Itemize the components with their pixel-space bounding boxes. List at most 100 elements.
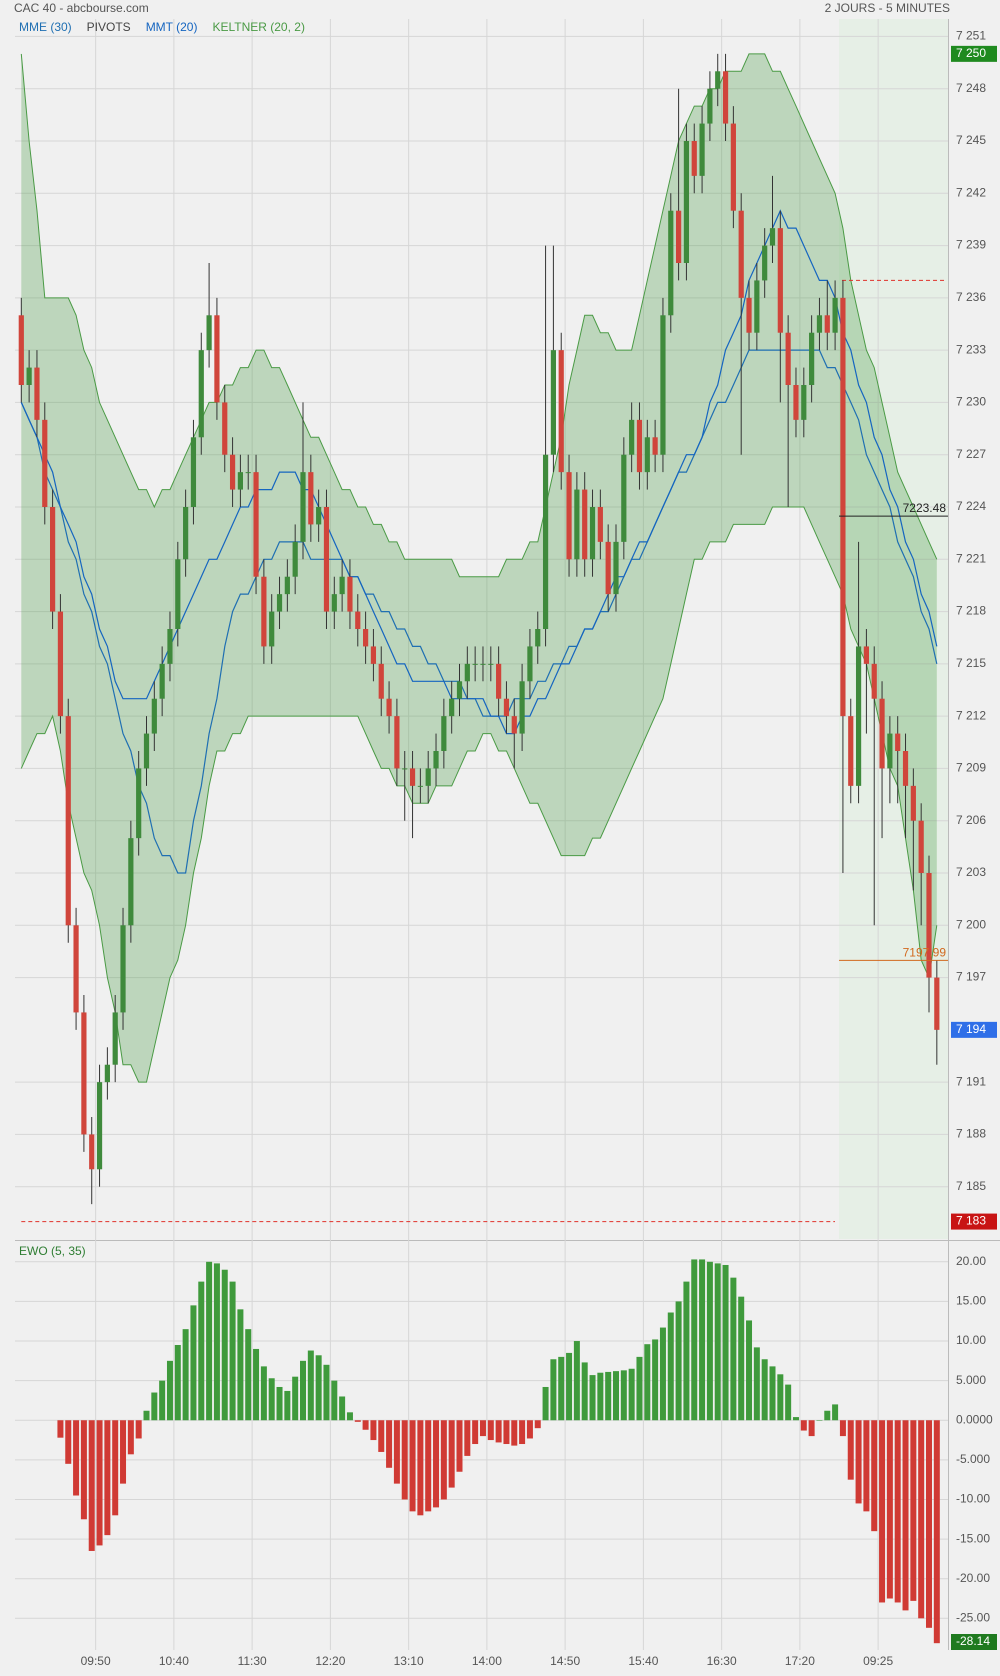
y-tick-label: 7 188	[956, 1127, 986, 1141]
x-tick-label: 12:20	[315, 1654, 345, 1668]
ewo-bar	[88, 1420, 95, 1551]
candle-body	[722, 71, 729, 124]
candle-body	[574, 489, 580, 560]
y-tick-label: 7 200	[956, 917, 986, 931]
candle-body	[456, 681, 463, 699]
chart-title: CAC 40 - abcbourse.com	[14, 1, 149, 15]
ewo-bar	[871, 1420, 878, 1532]
candle-body	[550, 350, 556, 455]
moving-average-line	[20, 209, 938, 735]
candle-body	[323, 507, 330, 612]
keltner-upper	[20, 53, 938, 578]
candle-body	[895, 733, 901, 751]
ewo-bar	[918, 1420, 925, 1619]
ewo-bar	[425, 1420, 432, 1512]
candle-body	[636, 419, 643, 473]
ewo-bar	[659, 1327, 666, 1421]
ewo-bar	[581, 1362, 588, 1421]
ewo-bar	[229, 1281, 236, 1421]
ewo-bar	[550, 1359, 557, 1421]
ewo-bar	[472, 1420, 479, 1445]
candle-body	[190, 437, 197, 507]
ewo-bar	[706, 1261, 713, 1421]
candle-body	[363, 629, 369, 647]
y-tick-label: 15.00	[956, 1294, 986, 1308]
candle-body	[143, 733, 150, 769]
candle-body	[652, 437, 658, 455]
ewo-bar	[573, 1341, 580, 1421]
ewo-bar	[120, 1420, 127, 1484]
y-tick-label: 7 248	[956, 81, 986, 95]
price-marker	[951, 1213, 997, 1230]
x-tick-label: 17:20	[785, 1654, 815, 1668]
candle-body	[347, 576, 353, 612]
candle-body	[237, 472, 243, 490]
candle-body	[793, 385, 799, 420]
candle-body	[300, 472, 306, 542]
candle-body	[542, 454, 549, 629]
ewo-bar	[260, 1366, 267, 1421]
ewo-bar	[863, 1420, 870, 1512]
candle-body	[284, 576, 290, 595]
ewo-bar	[699, 1259, 706, 1421]
price-marker	[951, 45, 997, 62]
ewo-bar	[135, 1420, 142, 1439]
ewo-bar	[566, 1352, 573, 1421]
ewo-bar	[519, 1420, 526, 1445]
ewo-bar	[206, 1261, 213, 1421]
ewo-bar	[127, 1420, 134, 1455]
ewo-bar	[112, 1420, 119, 1516]
candle-body	[910, 785, 916, 821]
ewo-bar	[558, 1356, 565, 1421]
ewo-bar	[65, 1420, 72, 1464]
ewo-bar	[386, 1420, 393, 1468]
x-tick-label: 14:00	[472, 1654, 502, 1668]
candle-body	[503, 698, 510, 717]
y-tick-label: 7 242	[956, 185, 986, 199]
ewo-bar	[456, 1420, 463, 1472]
ewo-bar	[683, 1281, 690, 1421]
candle-body	[417, 785, 423, 787]
candle-body	[136, 768, 142, 839]
candle-body	[840, 297, 846, 717]
candle-body	[81, 1012, 87, 1135]
candle-body	[73, 925, 79, 1013]
candle-body	[222, 402, 228, 455]
candle-body	[832, 297, 838, 333]
ewo-bar	[245, 1329, 252, 1421]
candle-body	[519, 681, 525, 734]
candle-body	[621, 454, 627, 542]
price-level-label: 7197.99	[903, 945, 947, 959]
session-shade	[839, 19, 948, 1239]
candle-body	[769, 228, 776, 246]
candle-body	[402, 768, 408, 770]
ewo-bar	[440, 1420, 447, 1500]
candle-body	[331, 594, 337, 612]
candle-body	[316, 507, 322, 525]
keltner-lower	[20, 506, 938, 1083]
ewo-bar	[433, 1420, 440, 1508]
ewo-bar	[730, 1277, 737, 1421]
candle-body	[261, 576, 267, 647]
y-tick-label: 7 209	[956, 761, 986, 775]
candle-body	[809, 332, 815, 385]
candle-body	[707, 88, 713, 124]
ewo-bar	[746, 1320, 753, 1421]
ewo-bar	[237, 1309, 244, 1421]
candle-body	[441, 716, 447, 751]
x-tick-label: 11:30	[238, 1654, 267, 1668]
candle-body	[175, 559, 181, 629]
candle-body	[480, 663, 486, 665]
ewo-bar	[808, 1420, 815, 1437]
candle-body	[589, 507, 596, 560]
ewo-bar	[221, 1269, 228, 1421]
candle-body	[855, 646, 862, 786]
ewo-bar	[73, 1420, 80, 1496]
candle-body	[308, 472, 314, 525]
ewo-bar	[667, 1312, 674, 1421]
ewo-bar	[166, 1360, 173, 1421]
ewo-bar	[57, 1420, 64, 1438]
candle-body	[511, 716, 517, 734]
candle-body	[425, 768, 431, 786]
ewo-bar	[174, 1344, 181, 1421]
